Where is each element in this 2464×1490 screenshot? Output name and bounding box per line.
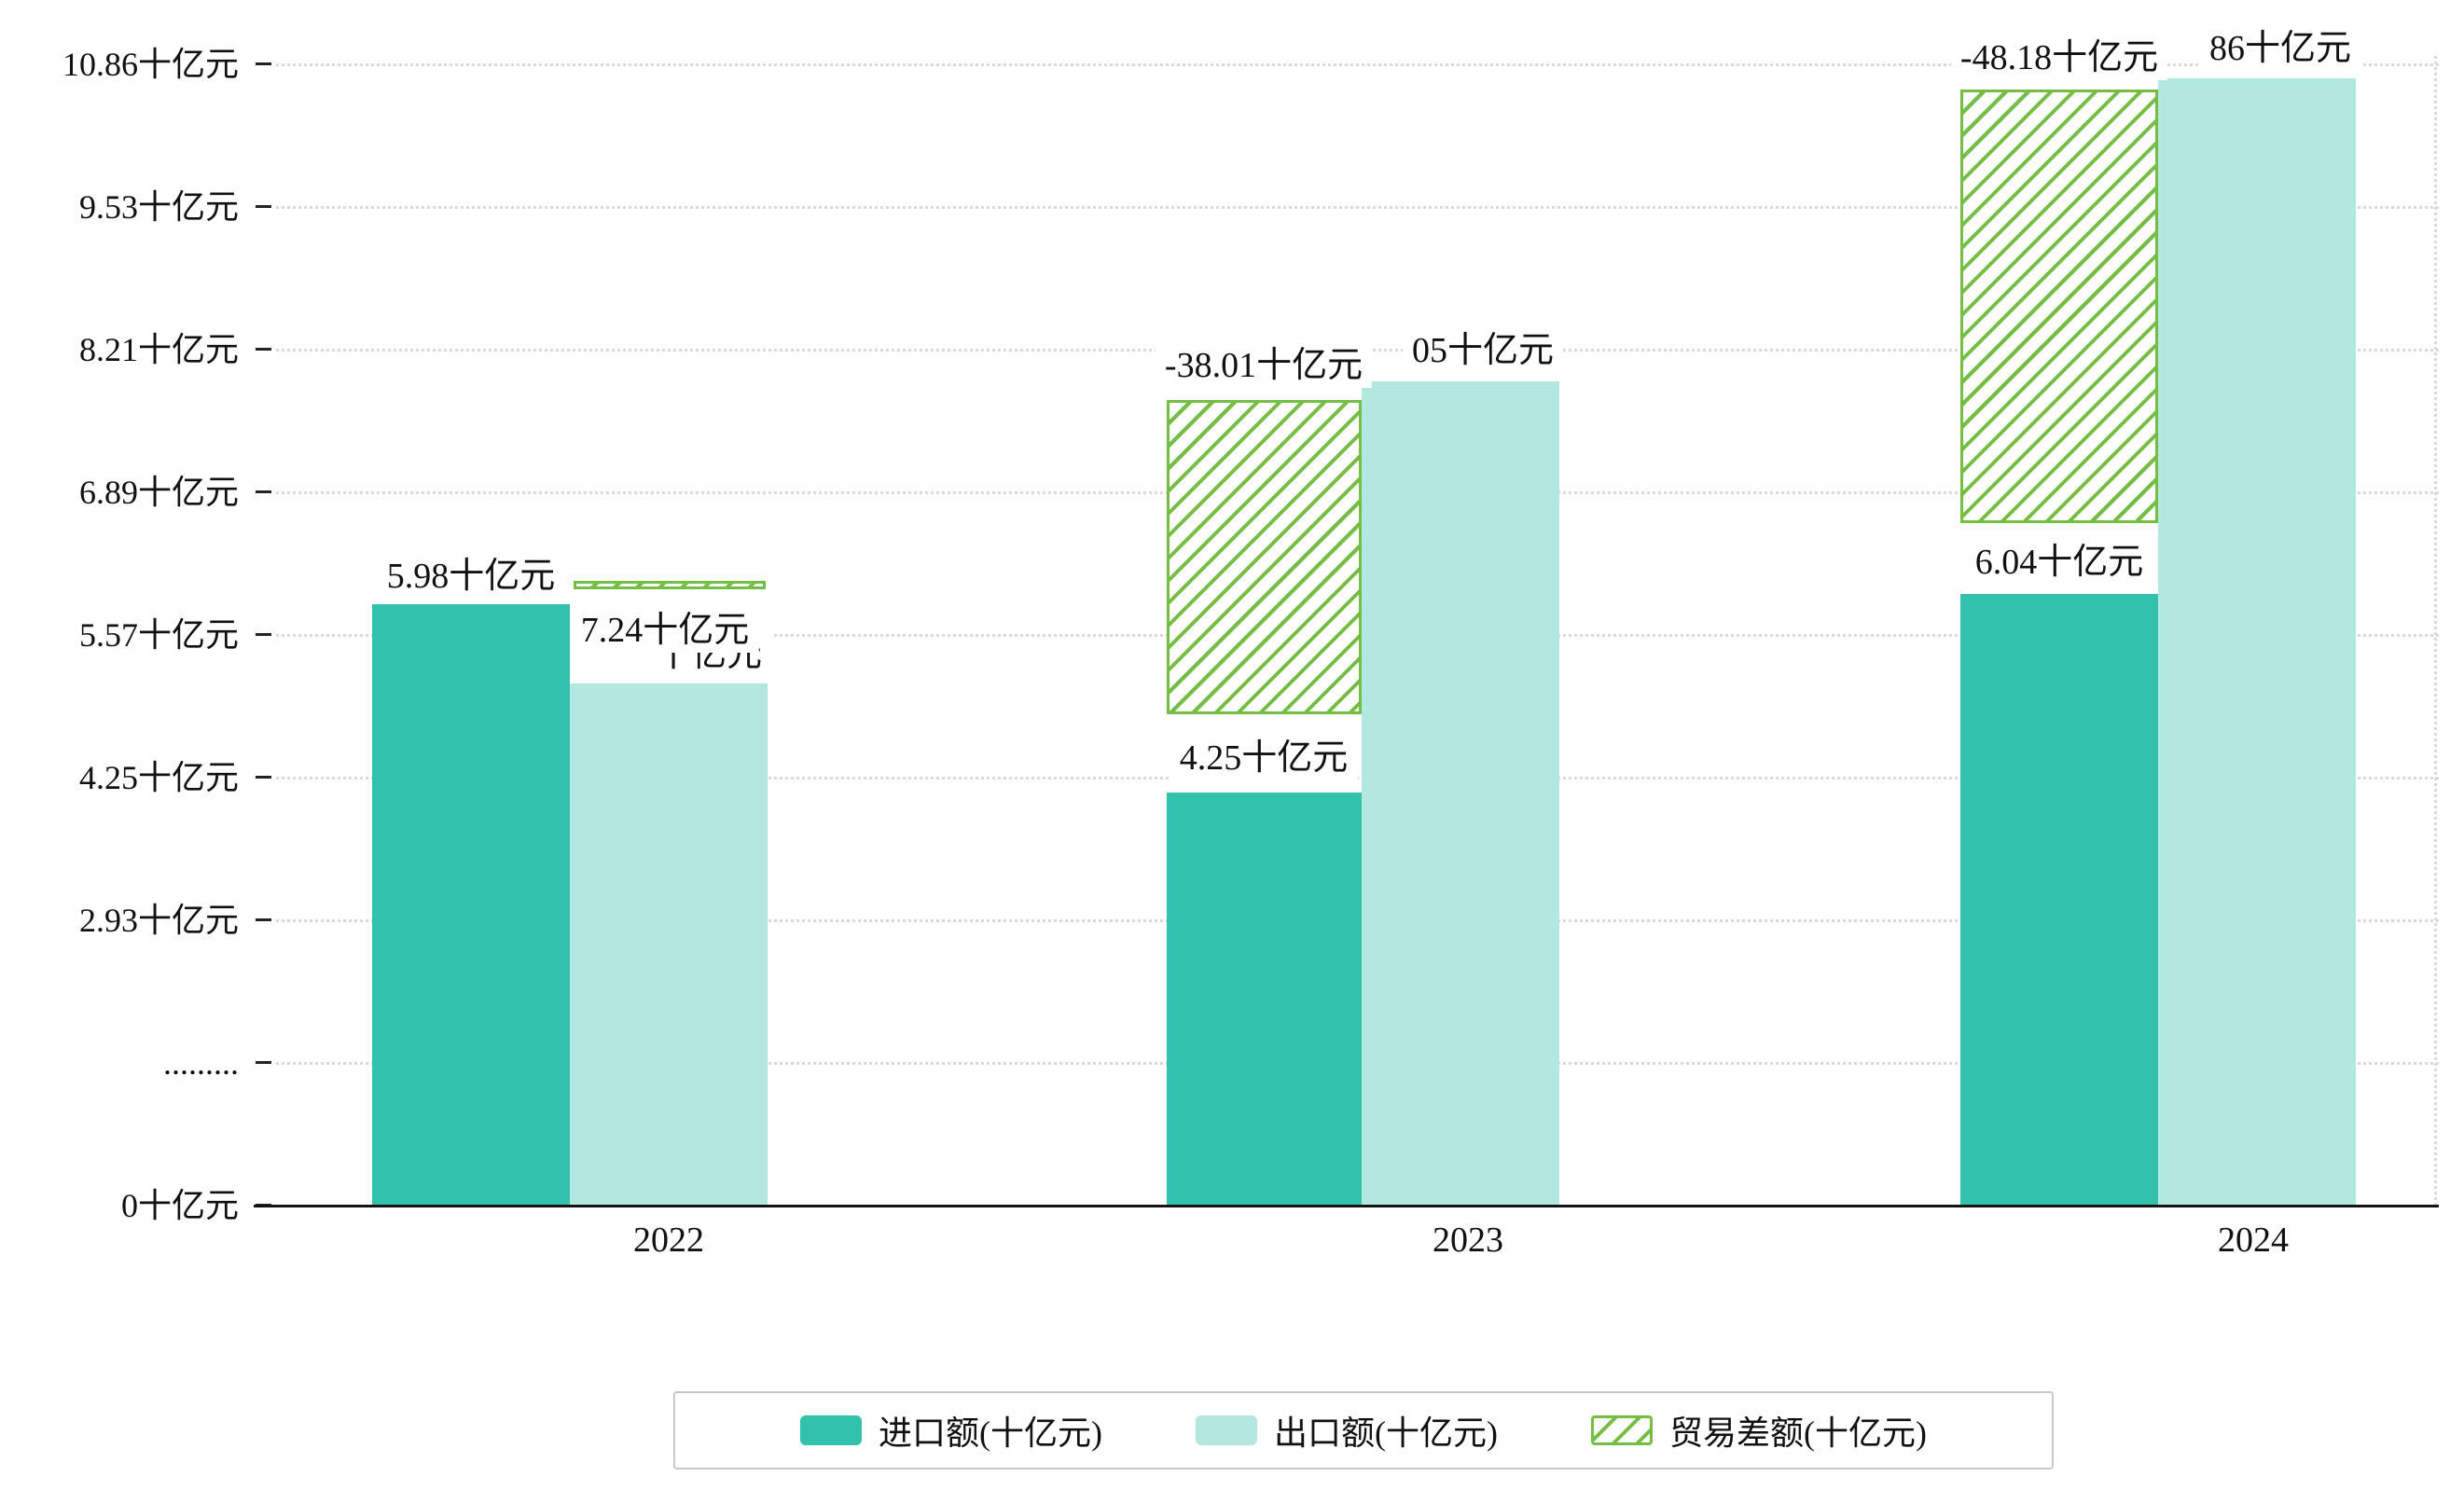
y-tick-label: 4.25十亿元	[78, 759, 239, 796]
y-axis-tick	[256, 633, 271, 636]
import-bar	[1960, 594, 2158, 1206]
export-bar	[1362, 381, 1559, 1206]
y-tick-label: 9.53十亿元	[78, 188, 239, 226]
right-split-line	[2434, 56, 2437, 1206]
value-label: 86十亿元	[2199, 26, 2361, 71]
y-tick-label: 8.21十亿元	[78, 331, 239, 368]
legend-item-export[interactable]: 出口额(十亿元)	[1196, 1406, 1498, 1455]
y-tick-label: 10.86十亿元	[62, 46, 239, 83]
y-axis-tick	[256, 918, 271, 921]
value-label: 5.98十亿元	[377, 554, 565, 599]
balance-bar	[1960, 90, 2158, 523]
value-label: -38.01十亿元	[1155, 343, 1373, 388]
legend-label: 出口额(十亿元)	[1274, 1414, 1498, 1452]
balance-bar	[574, 581, 766, 589]
y-axis-tick	[256, 62, 271, 65]
y-gridline	[276, 206, 2439, 209]
import-bar	[372, 604, 570, 1206]
x-axis-line	[254, 1205, 2439, 1207]
balance-swatch-icon	[1590, 1415, 1653, 1445]
balance-bar	[1167, 400, 1362, 714]
export-bar	[570, 683, 768, 1206]
export-bar	[2158, 78, 2356, 1206]
y-tick-label: 6.89十亿元	[78, 474, 239, 511]
legend-label: 贸易差额(十亿元)	[1668, 1414, 1927, 1452]
value-label: 05十亿元	[1402, 328, 1564, 373]
legend-item-import[interactable]: 进口额(十亿元)	[800, 1406, 1102, 1455]
import-swatch-icon	[800, 1415, 863, 1445]
export-swatch-icon	[1196, 1415, 1257, 1445]
value-label: 7.24十亿元	[571, 608, 759, 653]
legend-item-balance[interactable]: 贸易差额(十亿元)	[1590, 1406, 1927, 1455]
value-label: 4.25十亿元	[1170, 736, 1358, 780]
y-axis-tick	[256, 205, 271, 208]
y-axis-tick	[256, 490, 271, 493]
y-axis-tick	[256, 776, 271, 779]
y-gridline	[276, 777, 2439, 779]
x-axis-label: 2024	[2218, 1221, 2289, 1260]
import-bar	[1167, 793, 1362, 1206]
y-axis-tick	[256, 348, 271, 351]
y-axis-tick	[256, 1061, 271, 1064]
x-axis-label: 2022	[633, 1221, 704, 1260]
y-tick-label: 2.93十亿元	[78, 902, 239, 939]
value-label: -48.18十亿元	[1950, 35, 2168, 80]
y-tick-label: 0十亿元	[120, 1187, 239, 1224]
value-label: 6.04十亿元	[1965, 540, 2153, 585]
y-tick-label: .........	[163, 1044, 239, 1082]
y-tick-label: 5.57十亿元	[78, 616, 239, 654]
legend-label: 进口额(十亿元)	[879, 1414, 1102, 1452]
legend: 进口额(十亿元) 出口额(十亿元) 贸易差额(十亿元)	[673, 1391, 2054, 1469]
x-axis-label: 2023	[1433, 1221, 1503, 1260]
y-gridline	[276, 63, 2439, 66]
